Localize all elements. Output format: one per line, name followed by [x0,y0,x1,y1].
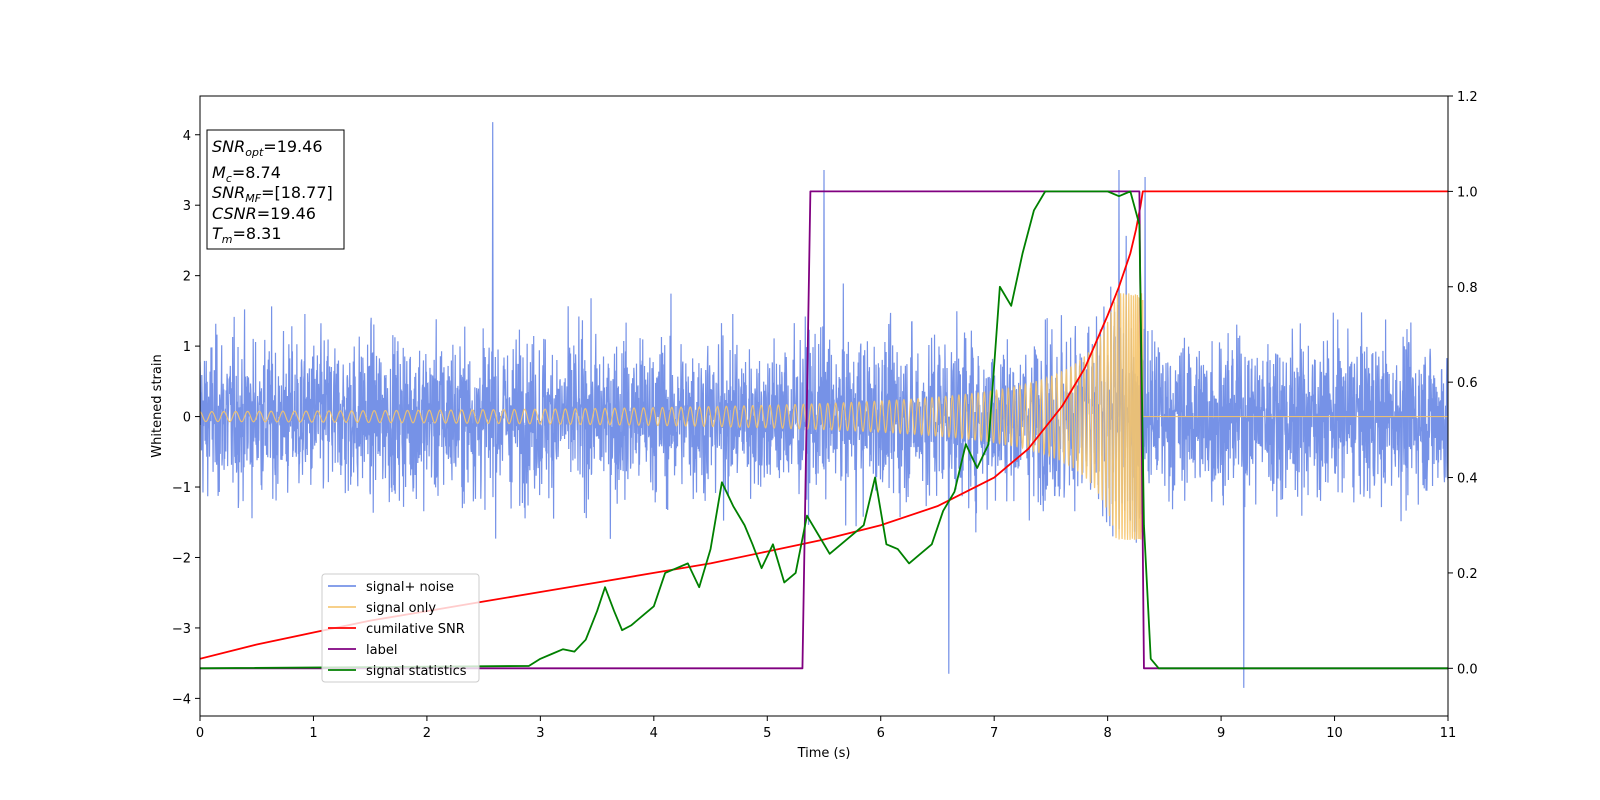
plot-frame [199,95,1449,717]
info-line: Mc=8.74 [212,163,281,185]
info-line: CSNR=19.46 [212,204,316,223]
y-left-tick-label: −1 [172,481,191,496]
x-tick-label: 0 [196,726,204,741]
series-signal-noise [200,122,1448,688]
series-signal-only [200,293,1448,540]
legend-label: cumilative SNR [366,622,465,637]
y-right-tick-label: 0.4 [1457,472,1478,487]
x-tick-label: 5 [763,726,771,741]
x-tick-label: 10 [1326,726,1343,741]
info-box-frame [206,129,345,250]
info-line-symbol: CSNR [212,204,257,223]
x-tick-label: 4 [650,726,658,741]
info-line-value: =[18.77] [261,183,333,202]
legend: signal+ noise signal only cumilative SNR la… [321,573,480,683]
x-tick-label: 9 [1217,726,1225,741]
x-tick-label: 7 [990,726,998,741]
info-line-value: =8.31 [233,224,282,243]
x-tick-label: 6 [877,726,885,741]
y-left-tick-label: −2 [172,551,191,566]
info-line-subscript: MF [245,192,261,205]
y-axis-label: Whitened strain [150,354,165,457]
x-axis-label: Time (s) [797,746,851,761]
y-left-tick-label: 2 [183,270,191,285]
info-line-symbol: T [212,224,223,243]
info-line-subscript: m [222,233,233,246]
x-tick-label: 2 [423,726,431,741]
x-tick-label: 1 [309,726,317,741]
y-right-tick-label: 0.2 [1457,567,1478,582]
info-line-value: =8.74 [232,163,281,182]
y-left-tick-label: −3 [172,622,191,637]
info-line-subscript: opt [245,146,264,159]
y-left-tick-label: −4 [172,692,191,707]
info-line: Tm=8.31 [212,224,282,246]
y-axis-left: −4 −3 −2 −1 0 1 2 3 4 [172,129,200,707]
y-right-tick-label: 0.0 [1457,662,1478,677]
y-right-tick-label: 0.8 [1457,281,1478,296]
legend-frame [321,573,480,683]
y-left-tick-label: 1 [183,340,191,355]
x-axis: 0 1 2 3 4 5 6 7 8 9 10 11 [196,716,1456,741]
info-line-symbol: SNR [212,137,245,156]
legend-label: signal statistics [366,664,467,679]
y-right-tick-label: 1.2 [1457,90,1478,105]
info-line: SNRopt=19.46 [212,137,323,159]
legend-label: label [366,643,397,658]
legend-label: signal only [366,601,436,616]
y-axis-right: 0.0 0.2 0.4 0.6 0.8 1.0 1.2 [1448,90,1478,677]
y-left-tick-label: 0 [183,411,191,426]
y-left-tick-label: 4 [183,129,191,144]
info-line-value: =19.46 [263,137,322,156]
x-tick-label: 3 [536,726,544,741]
legend-label: signal+ noise [366,580,454,595]
y-right-tick-label: 0.6 [1457,376,1478,391]
info-line-symbol: M [212,163,226,182]
info-line-symbol: SNR [212,183,245,202]
info-line-subscript: c [226,172,232,185]
y-left-tick-label: 3 [183,199,191,214]
info-line: SNRMF=[18.77] [212,183,333,205]
y-right-tick-label: 1.0 [1457,185,1478,200]
x-tick-label: 11 [1440,726,1457,741]
info-line-value: =19.46 [257,204,316,223]
series-signal-statistics [200,190,1448,670]
x-tick-label: 8 [1103,726,1111,741]
info-box: SNRopt=19.46Mc=8.74SNRMF=[18.77]CSNR=19.… [206,129,345,250]
